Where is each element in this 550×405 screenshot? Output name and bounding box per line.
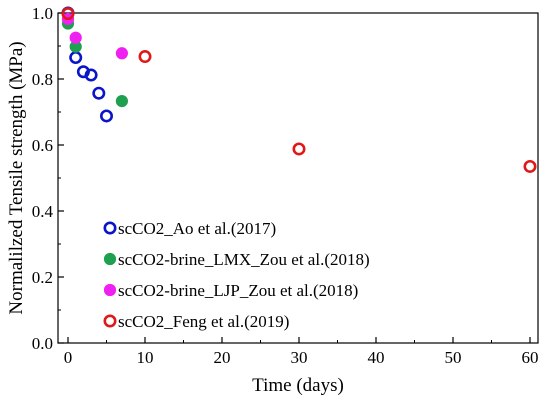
y-tick-label: 0.4 [32,202,54,221]
legend: scCO2_Ao et al.(2017) scCO2-brine_LMX_Zou… [103,219,370,331]
x-axis-title: Time (days) [252,375,344,396]
data-point [100,109,114,123]
x-tick-label: 20 [214,348,231,367]
x-tick-label: 30 [291,348,308,367]
legend-marker [103,221,117,235]
data-point [292,142,306,156]
data-point [115,95,129,108]
y-tick-label: 1.0 [32,4,53,23]
x-tick-label: 10 [137,348,154,367]
y-tick-label: 0.2 [32,268,53,287]
data-point [61,7,75,21]
legend-label: scCO2-brine_LJP_Zou et al.(2018) [118,281,358,300]
data-point [69,51,83,65]
x-tick-label: 40 [368,348,385,367]
x-tick-label: 0 [64,348,73,367]
x-axis-ticks: 0 10 20 30 40 50 60 [64,337,539,367]
legend-label: scCO2_Ao et al.(2017) [118,219,276,238]
data-point [69,31,82,44]
x-tick-label: 50 [445,348,462,367]
y-tick-label: 0.8 [32,70,53,89]
legend-label: scCO2-brine_LMX_Zou et al.(2018) [118,250,370,269]
legend-marker [103,314,117,328]
data-point [523,159,537,173]
data-markers [61,6,537,173]
legend-label: scCO2_Feng et al.(2019) [118,312,289,331]
data-point [84,68,98,82]
y-axis-title: Normalilzed Tensile strength (MPa) [6,41,27,314]
data-point [92,86,106,100]
y-tick-label: 0.0 [32,334,53,353]
x-tick-label: 60 [522,348,539,367]
legend-marker [103,252,117,266]
data-point [115,47,129,60]
y-axis-ticks: 0.0 0.2 0.4 0.6 0.8 1.0 [32,4,64,353]
y-tick-label: 0.6 [32,136,53,155]
data-point [138,50,152,64]
legend-marker [103,283,117,297]
